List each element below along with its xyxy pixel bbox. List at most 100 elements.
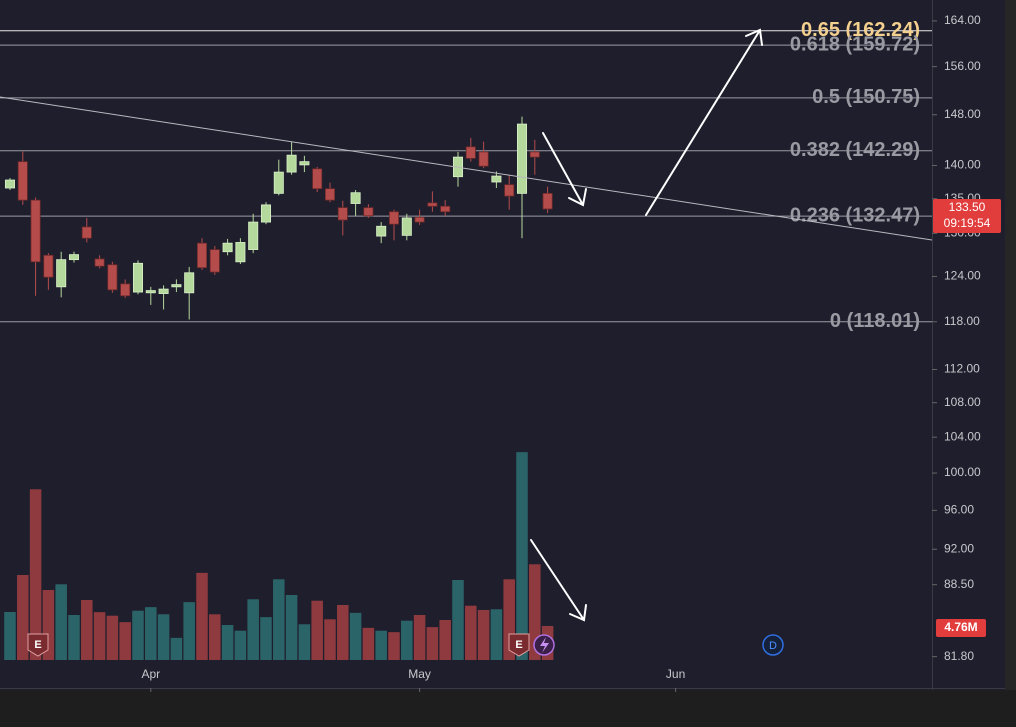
volume-bar [260,617,272,660]
volume-bar [452,580,464,660]
candle-body [504,184,515,197]
plot-area: 0.65 (162.24)0.618 (159.72) 0.5 (150.75) 0… [0,19,932,660]
dividend-icon[interactable] [762,634,784,656]
volume-bar [132,610,144,660]
candle-body [427,202,438,207]
candle-body [337,207,348,221]
volume-bar [490,609,503,660]
y-tick-label: 104.00 [944,429,981,443]
earnings-icon[interactable] [27,633,49,657]
volume-bar [311,600,323,660]
volume-bar [503,579,515,660]
candle-body [30,199,41,263]
candle-body [478,151,489,167]
y-tick-label: 118.00 [944,314,980,328]
volume-bar [93,612,106,660]
volume-bar [81,600,93,660]
volume-bar [477,610,490,660]
volume-bar [388,632,400,660]
volume-bar [119,622,131,660]
volume-bar [17,575,29,660]
candle-body [158,288,169,294]
x-tick-label: Jun [666,667,685,681]
price-tag [933,198,1001,233]
volume-bar [196,572,208,660]
volume-bar [29,489,42,660]
candle-body [196,242,207,269]
candle-body [324,188,336,201]
arrow [530,539,587,622]
volume-bar [247,599,259,660]
candle-body [491,175,502,183]
volume-bar [273,579,285,660]
candle-body [4,179,15,189]
candle-body [401,217,412,236]
candle-body [260,204,272,223]
volume-bar [439,620,451,660]
volume-bar [324,619,336,660]
candle-body [286,154,297,173]
candle-body [529,151,540,158]
volume-bar [4,612,16,660]
arrow [542,132,587,207]
candle-body [56,259,67,288]
candle-body [414,216,425,223]
y-tick-label: 124.00 [944,269,981,283]
volume-bar [401,620,413,660]
candle-body [363,207,374,217]
arrow [645,28,763,216]
volume-bar [55,584,67,660]
price-tag-label: 133.50 [949,200,986,214]
y-tick-label: 164.00 [944,13,981,27]
candle-body [145,290,156,294]
volume-bar [221,625,234,660]
candle-body [440,205,451,213]
lightning [540,637,549,653]
volume-bar [42,590,55,660]
earnings-icon[interactable] [508,633,530,657]
fib-label: 0.5 (150.75) [812,86,920,108]
y-tick-label: 148.00 [944,107,981,121]
fib-label: 0.65 (162.24) [801,19,920,41]
y-tick-label: 108.00 [944,395,981,409]
candle-body [17,161,28,201]
candle-body [465,146,476,159]
volume-bar [529,564,541,660]
volume-tag [936,619,986,637]
volume-tag-label: 4.76M [944,620,977,634]
candle-body [209,249,220,273]
y-tick-label: 81.80 [944,649,974,663]
candle-body [376,225,387,237]
volume-bar [106,615,119,660]
candle-body [120,283,131,297]
bottom-bar [0,690,1016,727]
volume-bar [68,615,80,660]
candle-body [388,211,400,225]
volume-bar [362,627,375,660]
arrows [530,28,763,622]
candle-body [273,171,284,194]
candle-body [81,226,92,239]
candle-body [171,284,182,288]
event-icons: E E D [27,633,784,657]
x-tick-label: May [408,667,431,681]
volume-bar [413,615,426,660]
volume-bar [145,607,157,660]
y-tick-label: 96.00 [944,503,974,517]
volume-bar [209,614,221,660]
volume-bar [465,605,477,660]
candle-body [312,168,323,190]
volume-bar [157,614,170,660]
volume-bar [375,630,387,660]
candle-body [516,123,528,194]
candle-body [43,254,54,278]
fib-label: 0.618 (159.72) [790,33,920,55]
candle-body [222,242,233,253]
candle-body [132,262,143,293]
volume-bar [516,452,528,660]
candle-body [299,161,310,166]
y-tick-label: 92.00 [944,541,974,555]
volume-bar [337,605,349,660]
